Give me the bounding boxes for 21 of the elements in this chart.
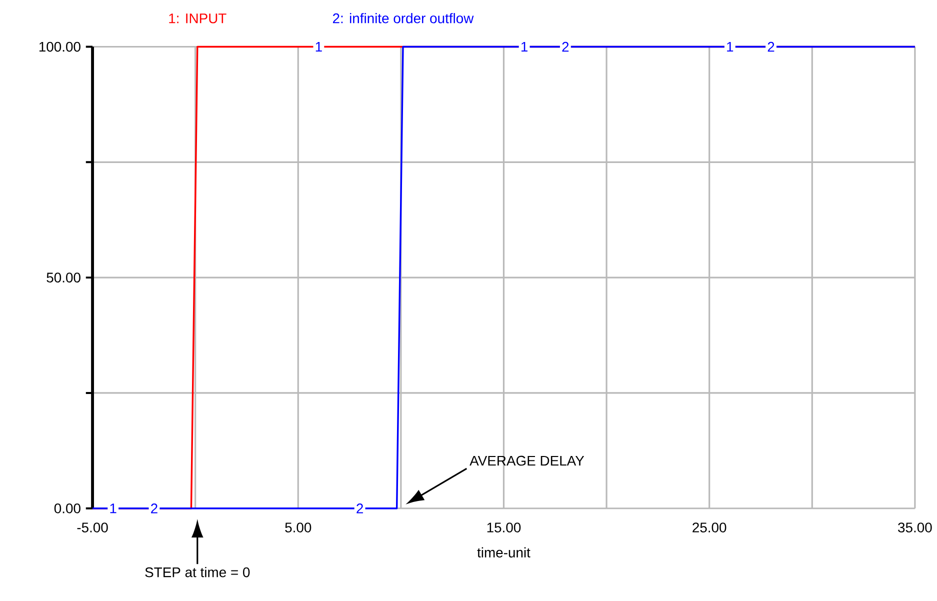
y-tick-label: 50.00 — [46, 272, 80, 283]
x-axis-title: time-unit — [477, 547, 530, 558]
annotation: 1 — [110, 504, 116, 514]
annotation: 1 — [521, 42, 528, 52]
y-tick-label: 100.00 — [39, 42, 80, 52]
annotation: 2 — [562, 42, 569, 52]
x-tick-label: 5.00 — [285, 522, 312, 532]
annotation: 2 — [356, 504, 363, 514]
text: STEP at time = 0 — [145, 567, 250, 578]
annotation: 2 — [151, 504, 158, 514]
series-label: 2: infinite order outflow — [332, 13, 474, 24]
annotation: 2 — [768, 42, 774, 52]
x-tick-label: -5.00 — [77, 522, 108, 532]
x-tick-label: 35.00 — [898, 522, 932, 532]
series-label: 1: INPUT — [169, 14, 226, 24]
x-tick-label: 25.00 — [692, 522, 726, 532]
x-tick-label: 15.00 — [487, 522, 521, 532]
y-tick-label: 0.00 — [54, 503, 80, 514]
annotation: 1 — [727, 42, 734, 52]
annotation: AVERAGE DELAY — [470, 456, 584, 466]
annotation: 1 — [316, 42, 322, 52]
